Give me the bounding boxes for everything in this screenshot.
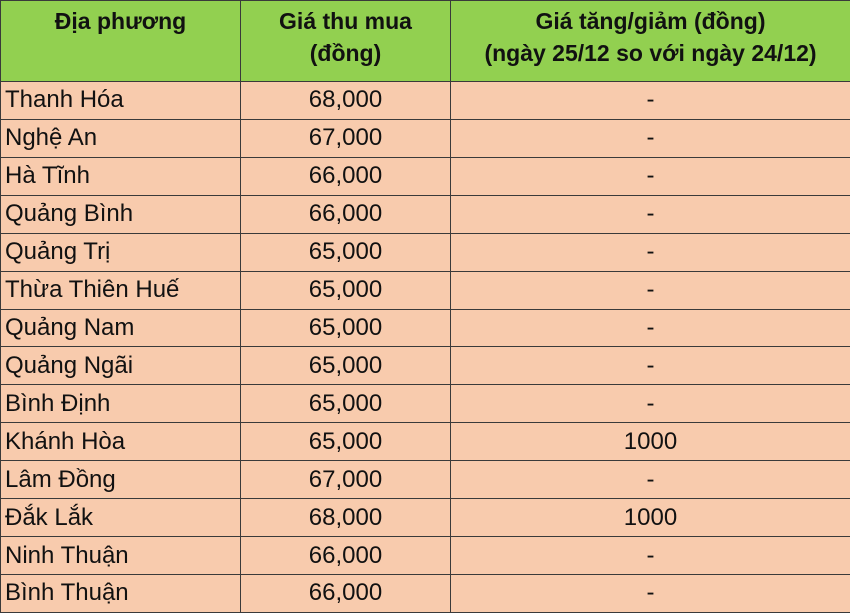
table-row: Hà Tĩnh 66,000-	[0, 156, 850, 196]
table-row: Lâm Đồng 67,000-	[0, 460, 850, 500]
region-cell: Quảng Bình	[0, 194, 241, 234]
table-row: Thừa Thiên Huế 65,000-	[0, 270, 850, 310]
header-price: Giá thu mua (đồng)	[240, 0, 451, 82]
price-cell: 68,000	[240, 498, 451, 538]
price-cell: 65,000	[240, 308, 451, 348]
region-cell: Quảng Trị	[0, 232, 241, 272]
region-cell: Khánh Hòa	[0, 422, 241, 462]
price-cell: 66,000	[240, 156, 451, 196]
change-cell: -	[450, 270, 850, 310]
table-row: Đắk Lắk 68,000 1000	[0, 498, 850, 538]
region-cell: Thanh Hóa	[0, 81, 241, 120]
change-cell: -	[450, 346, 850, 386]
region-cell: Hà Tĩnh	[0, 156, 241, 196]
header-change-line2: (ngày 25/12 so với ngày 24/12)	[484, 40, 817, 66]
change-cell: -	[450, 156, 850, 196]
price-cell: 66,000	[240, 536, 451, 575]
region-cell: Ninh Thuận	[0, 536, 241, 575]
price-cell: 65,000	[240, 384, 451, 424]
header-region-label: Địa phương	[54, 8, 187, 34]
change-cell: 1000	[450, 422, 850, 462]
price-cell: 66,000	[240, 573, 451, 613]
region-cell: Lâm Đồng	[0, 460, 241, 500]
table-row: Quảng Nam 65,000-	[0, 308, 850, 348]
change-cell: -	[450, 118, 850, 158]
header-row: Địa phương Giá thu mua (đồng) Giá tăng/gi…	[0, 0, 850, 82]
change-cell: -	[450, 460, 850, 500]
region-cell: Đắk Lắk	[0, 498, 241, 538]
region-cell: Quảng Ngãi	[0, 346, 241, 386]
region-cell: Bình Thuận	[0, 573, 241, 613]
table-row: Bình Thuận 66,000-	[0, 573, 850, 613]
header-change-line1: Giá tăng/giảm (đồng)	[535, 8, 766, 34]
price-cell: 68,000	[240, 81, 451, 120]
price-cell: 67,000	[240, 118, 451, 158]
table-row: Quảng Ngãi 65,000-	[0, 346, 850, 386]
region-cell: Bình Định	[0, 384, 241, 424]
region-cell: Thừa Thiên Huế	[0, 270, 241, 310]
price-cell: 65,000	[240, 346, 451, 386]
header-price-line1: Giá thu mua	[279, 8, 412, 34]
table-row: Thanh Hóa 68,000-	[0, 81, 850, 120]
price-cell: 65,000	[240, 422, 451, 462]
table-row: Quảng Trị 65,000-	[0, 232, 850, 272]
change-cell: -	[450, 536, 850, 575]
change-cell: 1000	[450, 498, 850, 538]
table-row: Quảng Bình 66,000-	[0, 194, 850, 234]
price-cell: 65,000	[240, 270, 451, 310]
table-row: Ninh Thuận 66,000-	[0, 536, 850, 575]
change-cell: -	[450, 573, 850, 613]
header-region: Địa phương	[0, 0, 241, 82]
table-row: Bình Định 65,000-	[0, 384, 850, 424]
price-cell: 65,000	[240, 232, 451, 272]
region-cell: Quảng Nam	[0, 308, 241, 348]
change-cell: -	[450, 384, 850, 424]
change-cell: -	[450, 81, 850, 120]
change-cell: -	[450, 232, 850, 272]
table-row: Khánh Hòa 65,000 1000	[0, 422, 850, 462]
price-cell: 67,000	[240, 460, 451, 500]
header-change: Giá tăng/giảm (đồng) (ngày 25/12 so với n…	[450, 0, 850, 82]
header-price-line2: (đồng)	[309, 40, 382, 66]
change-cell: -	[450, 308, 850, 348]
region-cell: Nghệ An	[0, 118, 241, 158]
change-cell: -	[450, 194, 850, 234]
table-row: Nghệ An 67,000-	[0, 118, 850, 158]
price-cell: 66,000	[240, 194, 451, 234]
